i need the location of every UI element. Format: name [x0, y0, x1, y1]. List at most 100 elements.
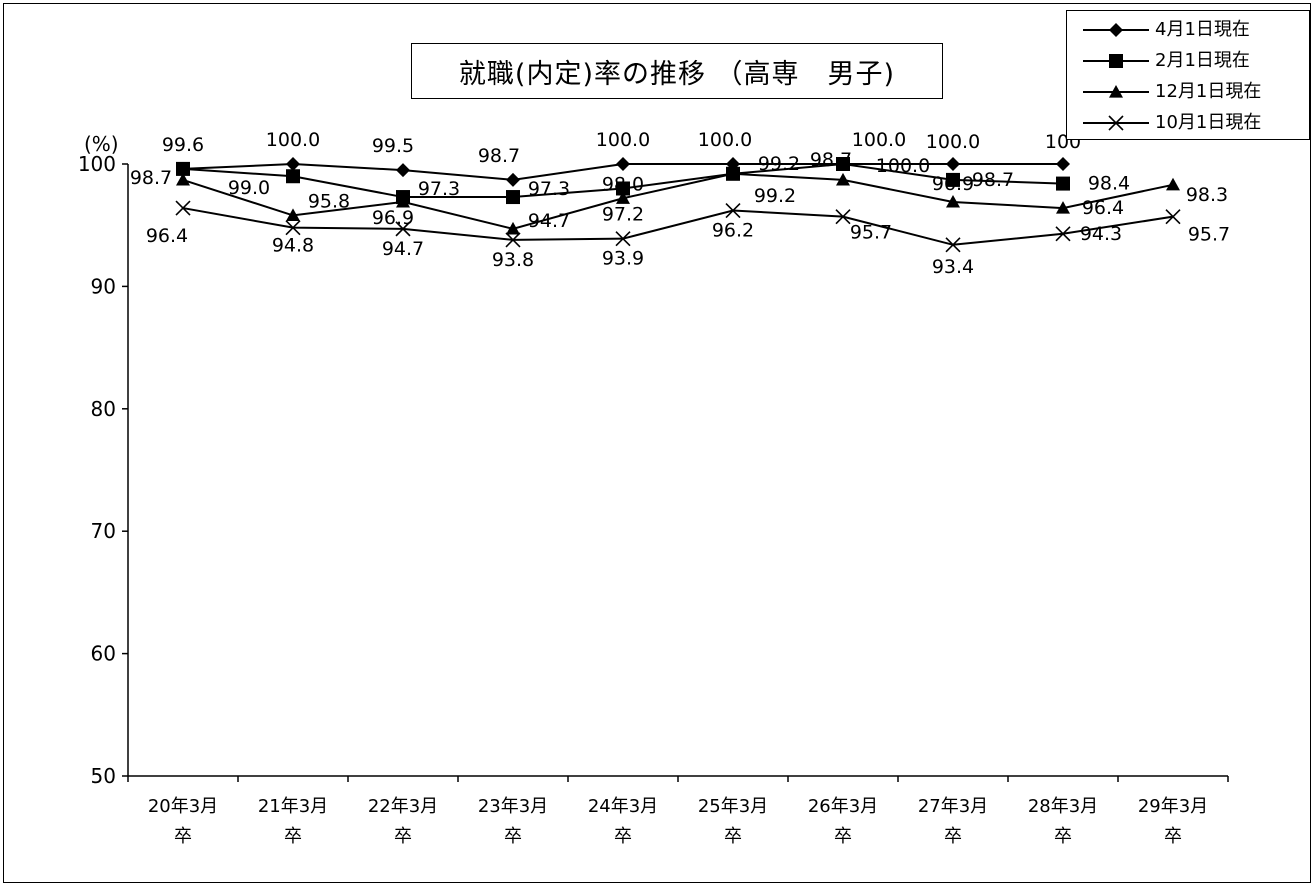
x-marker [395, 221, 411, 237]
x-marker [505, 232, 521, 248]
chart-title: 就職(内定)率の推移 （高専 男子) [458, 58, 896, 90]
data-label: 93.8 [492, 249, 534, 271]
series-line [182, 172, 1174, 230]
data-label: 99.2 [754, 185, 796, 207]
square-marker [286, 169, 300, 184]
data-label: 100.0 [876, 155, 930, 177]
legend-swatch-triangle-icon [1083, 85, 1149, 98]
series-2 [176, 166, 1180, 235]
x-tick-label: 卒 [944, 826, 962, 847]
square-marker [506, 190, 520, 205]
data-label: 99.2 [758, 153, 800, 175]
legend-label: 10月1日現在 [1155, 112, 1262, 133]
diamond-marker [286, 157, 300, 171]
data-label: 99.5 [372, 135, 414, 157]
x-marker [615, 231, 631, 247]
data-label: 93.9 [602, 248, 644, 270]
diamond-marker [1109, 23, 1123, 37]
x-tick-label: 卒 [504, 826, 522, 847]
square-marker [946, 172, 960, 187]
triangle-marker [1109, 85, 1123, 98]
data-label: 97.3 [528, 178, 570, 200]
data-label: 93.4 [932, 256, 974, 278]
x-tick-label: 卒 [174, 826, 192, 847]
data-label: 98.7 [972, 169, 1014, 191]
data-label: 99.6 [162, 134, 204, 156]
chart-frame [3, 3, 1311, 883]
legend-item-3: 10月1日現在 [1067, 110, 1309, 136]
data-label: 98.0 [602, 173, 644, 195]
legend-label: 4月1日現在 [1155, 19, 1250, 40]
data-label: 94.7 [528, 210, 570, 232]
y-tick-label: 50 [91, 764, 116, 788]
data-label: 94.3 [1080, 223, 1122, 245]
legend-label: 2月1日現在 [1155, 50, 1250, 71]
data-label: 96.4 [1082, 197, 1124, 219]
triangle-marker [1166, 177, 1180, 191]
data-label: 96.2 [712, 220, 754, 242]
data-label: 97.2 [602, 203, 644, 225]
y-tick-label: 60 [91, 642, 116, 666]
data-label: 100.0 [852, 129, 906, 151]
data-label: 98.3 [1186, 184, 1228, 206]
series-3 [175, 200, 1181, 253]
legend-label: 12月1日現在 [1155, 81, 1262, 102]
data-label: 96.9 [372, 207, 414, 229]
x-tick-label: 21年3月 [258, 796, 328, 817]
data-label: 98.7 [810, 149, 852, 171]
y-axis-unit-label: (%) [84, 132, 119, 156]
triangle-marker [836, 172, 850, 186]
triangle-marker [946, 194, 960, 208]
square-marker [836, 157, 850, 171]
x-marker [1165, 209, 1181, 225]
diamond-marker [506, 172, 520, 187]
square-marker [1109, 54, 1123, 68]
data-label: 94.8 [272, 235, 314, 257]
y-tick-label: 90 [91, 274, 116, 298]
data-label: 95.7 [1188, 224, 1230, 246]
data-label: 95.8 [308, 190, 350, 212]
data-label: 96.4 [146, 225, 188, 247]
x-tick-label: 23年3月 [478, 796, 548, 817]
data-label: 94.7 [382, 238, 424, 260]
x-tick-label: 卒 [1054, 826, 1072, 847]
x-marker [945, 237, 961, 253]
x-marker [725, 202, 741, 219]
triangle-marker [176, 172, 190, 186]
x-tick-label: 24年3月 [588, 796, 658, 817]
data-label: 97.3 [418, 178, 460, 200]
square-marker [176, 161, 190, 176]
legend-item-1: 2月1日現在 [1067, 48, 1309, 74]
data-label: 100.0 [698, 129, 752, 151]
x-tick-label: 28年3月 [1028, 796, 1098, 817]
data-label: 100.0 [926, 131, 980, 153]
series-line [182, 207, 1174, 246]
x-tick-label: 25年3月 [698, 796, 768, 817]
y-tick-label: 70 [91, 519, 116, 543]
x-tick-label: 29年3月 [1138, 796, 1208, 817]
data-label: 98.7 [130, 167, 172, 189]
y-tick-label: 80 [91, 397, 116, 421]
series-1 [176, 157, 1070, 205]
data-label: 98.4 [1088, 173, 1130, 195]
triangle-marker [1056, 201, 1070, 214]
legend-item-0: 4月1日現在 [1067, 17, 1309, 43]
legend-swatch-diamond-icon [1083, 23, 1149, 37]
x-marker [1055, 226, 1071, 242]
legend-swatch-x-icon [1083, 115, 1149, 131]
x-tick-label: 26年3月 [808, 796, 878, 817]
data-label: 100.0 [596, 129, 650, 151]
x-tick-label: 卒 [394, 826, 412, 847]
x-marker [175, 200, 191, 216]
x-tick-label: 卒 [724, 826, 742, 847]
data-label: 98.7 [478, 145, 520, 167]
triangle-marker [506, 221, 520, 235]
x-tick-label: 20年3月 [148, 796, 218, 817]
y-tick-label: 100 [78, 152, 116, 176]
diamond-marker [396, 163, 410, 178]
diamond-marker [946, 157, 960, 171]
triangle-marker [726, 166, 740, 180]
